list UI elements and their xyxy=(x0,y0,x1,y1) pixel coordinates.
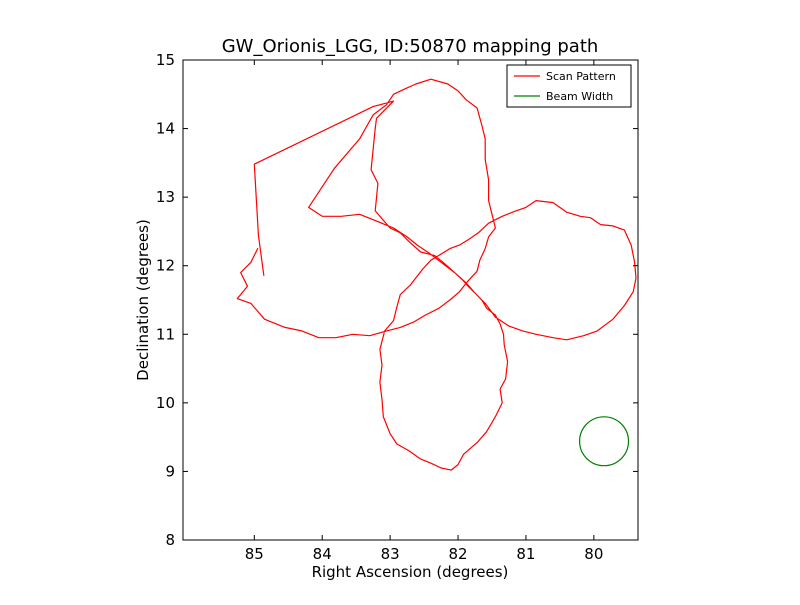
y-axis-ticks: 8 9 10 11 12 13 14 15 xyxy=(156,51,638,549)
legend-box xyxy=(506,64,632,108)
x-axis-ticks: 85 84 83 82 81 80 xyxy=(245,60,603,563)
x-tick-label: 80 xyxy=(584,545,603,563)
x-axis-label: Right Ascension (degrees) xyxy=(312,563,509,581)
x-tick-label: 82 xyxy=(448,545,467,563)
y-tick-label: 9 xyxy=(165,462,175,480)
y-tick-label: 14 xyxy=(156,120,175,138)
y-tick-label: 13 xyxy=(156,188,175,206)
x-tick-label: 83 xyxy=(381,545,400,563)
plot-frame xyxy=(182,59,639,541)
legend: Scan Pattern Beam Width xyxy=(506,64,632,108)
chart-title: GW_Orionis_LGG, ID:50870 mapping path xyxy=(222,36,599,57)
series-layer xyxy=(236,78,637,471)
x-tick-label: 85 xyxy=(245,545,264,563)
plot-background xyxy=(183,60,638,540)
scan-pattern-line xyxy=(236,78,637,471)
legend-beam-width-label: Beam Width xyxy=(546,90,613,103)
x-tick-label: 84 xyxy=(313,545,332,563)
beam-width-circle xyxy=(578,416,630,467)
legend-scan-pattern-label: Scan Pattern xyxy=(546,70,616,83)
y-tick-label: 11 xyxy=(156,325,175,343)
x-tick-label: 81 xyxy=(516,545,535,563)
y-tick-label: 10 xyxy=(156,394,175,412)
beam-layer xyxy=(578,416,630,467)
y-tick-label: 12 xyxy=(156,257,175,275)
y-tick-label: 8 xyxy=(165,531,175,549)
y-axis-label: Declination (degrees) xyxy=(134,219,152,381)
y-tick-label: 15 xyxy=(156,51,175,69)
